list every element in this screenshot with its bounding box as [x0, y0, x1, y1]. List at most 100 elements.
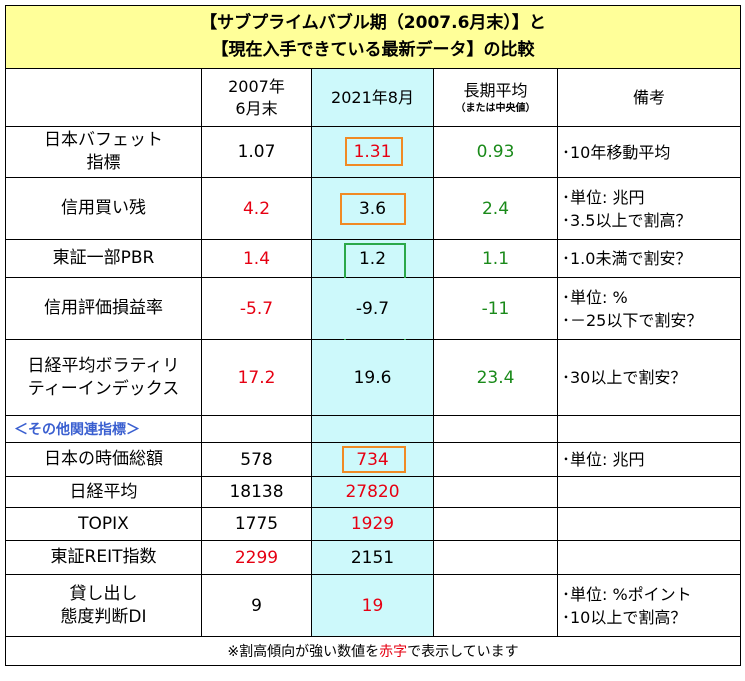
value-2007: 1775 — [201, 507, 312, 541]
row-note: ･単位: % ･－25以下で割安？ — [556, 277, 742, 340]
table-row: 東証REIT指数 2299 2151 — [5, 540, 742, 575]
row-note-line: ･10以上で割高？ — [562, 607, 687, 627]
header-2007: 2007年 6月末 — [201, 68, 312, 127]
header-note-text: 備考 — [633, 87, 666, 107]
row-note-line: ･単位: 兆円 — [562, 187, 645, 207]
row-note: ･単位: 兆円 — [556, 442, 742, 477]
value-2021: -9.7 — [311, 277, 434, 340]
table-row: 日本の時価総額 578 734 ･単位: 兆円 — [5, 442, 742, 477]
footnote-text: で表示しています — [407, 644, 519, 660]
value-2021: 3.6 — [311, 177, 434, 240]
row-note: ･30以上で割安？ — [556, 339, 742, 416]
row-label: 日本の時価総額 — [5, 442, 202, 477]
value-long-term: -11 — [433, 277, 558, 340]
header-long-term-sub: （または中央値） — [455, 102, 536, 114]
header-2021: 2021年8月 — [311, 68, 434, 127]
row-note: ･10年移動平均 — [556, 126, 742, 178]
row-label-line: 態度判断DI — [60, 606, 147, 627]
table-row: 日経平均 18138 27820 — [5, 476, 742, 508]
highlight-orange-box — [345, 137, 403, 166]
value-long-term — [433, 476, 558, 508]
value-2021-text: 1.31 — [353, 142, 392, 162]
row-note-line: ･単位: 兆円 — [562, 450, 645, 469]
row-label: 日経平均ボラティリ ティーインデックス — [5, 339, 202, 416]
value-long-term — [433, 442, 558, 477]
table-row: 信用買い残 4.2 3.6 2.4 ･単位: 兆円 ･3.5以上で割高？ — [5, 177, 742, 240]
value-2007: 9 — [201, 574, 312, 637]
row-label-line: 信用買い残 — [61, 198, 146, 218]
section-label: ＜その他関連指標＞ — [5, 415, 202, 443]
row-label-line: 東証REIT指数 — [50, 547, 157, 567]
title-line-2: 【現在入手できている最新データ】の比較 — [211, 40, 535, 60]
row-label-line: 日経平均ボラティリ — [27, 355, 180, 376]
row-label-line: 指標 — [86, 153, 121, 173]
value-2021: 19 — [311, 574, 434, 637]
empty-cell — [201, 415, 312, 443]
table-row: TOPIX 1775 1929 — [5, 507, 742, 541]
header-label-cell — [5, 68, 202, 127]
value-2007: 1.07 — [201, 126, 312, 178]
value-long-term: 2.4 — [433, 177, 558, 240]
comparison-table: 【サブプライムバブル期（2007.6月末）】と 【現在入手できている最新データ】… — [4, 5, 742, 666]
footer-row: ※割高傾向が強い数値を赤字で表示しています — [4, 636, 742, 666]
row-label-line: ティーインデックス — [27, 378, 180, 399]
row-label-line: 日本バフェット — [44, 130, 163, 150]
value-long-term: 1.1 — [433, 239, 558, 278]
header-2021-text: 2021年8月 — [331, 87, 414, 107]
title-line-1: 【サブプライムバブル期（2007.6月末）】と — [200, 13, 546, 33]
value-2021-text: 734 — [356, 449, 389, 470]
value-2021: 2151 — [311, 540, 434, 575]
value-long-term — [433, 540, 558, 575]
row-label: 信用買い残 — [5, 177, 202, 240]
section-row: ＜その他関連指標＞ — [5, 415, 742, 443]
table-row: 東証一部PBR 1.4 1.2 1.1 ･1.0未満で割安？ — [5, 239, 742, 409]
table-title: 【サブプライムバブル期（2007.6月末）】と 【現在入手できている最新データ】… — [4, 5, 742, 69]
value-2021: 19.6 — [311, 339, 434, 416]
value-2007: 1.4 — [201, 239, 312, 278]
row-label: 日本バフェット 指標 — [5, 126, 202, 178]
empty-cell — [433, 415, 558, 443]
title-row: 【サブプライムバブル期（2007.6月末）】と 【現在入手できている最新データ】… — [4, 5, 742, 69]
row-note: ･単位: 兆円 ･3.5以上で割高？ — [556, 177, 742, 240]
row-label-line: 日経平均 — [69, 481, 138, 502]
row-label-line: 東証一部PBR — [52, 248, 155, 268]
row-note-line: ･単位: %ポイント — [562, 584, 692, 604]
value-2007: 4.2 — [201, 177, 312, 240]
highlight-orange-box — [342, 446, 406, 473]
value-2021-text: 1.2 — [358, 248, 387, 269]
value-2007: 578 — [201, 442, 312, 477]
value-long-term: 23.4 — [433, 339, 558, 416]
row-label: 東証REIT指数 — [5, 540, 202, 575]
row-label: 東証一部PBR — [5, 239, 202, 278]
value-long-term: 0.93 — [433, 126, 558, 178]
row-label: TOPIX — [5, 507, 202, 541]
row-label: 信用評価損益率 — [5, 277, 202, 340]
footnote-red-word: 赤字 — [379, 644, 408, 660]
footnote: ※割高傾向が強い数値を赤字で表示しています — [4, 636, 742, 666]
header-2007-month: 6月末 — [235, 98, 278, 118]
header-2007-year: 2007年 — [228, 76, 285, 96]
value-2021: 1.2 — [311, 239, 434, 409]
row-label-line: 信用評価損益率 — [44, 298, 163, 318]
footnote-text: ※割高傾向が強い数値を — [227, 644, 380, 660]
header-long-term-title: 長期平均 — [463, 80, 528, 100]
table-row: 日本バフェット 指標 1.07 1.31 0.93 ･10年移動平均 — [5, 126, 742, 178]
row-note-line: ･10年移動平均 — [562, 142, 671, 162]
row-note — [556, 476, 742, 508]
value-long-term — [433, 574, 558, 637]
row-note: ･単位: %ポイント ･10以上で割高？ — [556, 574, 742, 637]
header-long-term: 長期平均 （または中央値） — [433, 68, 558, 127]
row-note — [556, 507, 742, 541]
header-note: 備考 — [556, 68, 742, 127]
row-label-line: 貸し出し — [69, 583, 138, 604]
row-note-line: ･1.0未満で割安？ — [562, 249, 692, 268]
row-note-line: ･－25以下で割安？ — [562, 310, 703, 330]
row-label-line: 日本の時価総額 — [44, 449, 163, 469]
row-note: ･1.0未満で割安？ — [556, 239, 742, 278]
table-row: 日経平均ボラティリ ティーインデックス 17.2 19.6 23.4 ･30以上… — [5, 339, 742, 416]
row-label-line: TOPIX — [78, 513, 129, 534]
value-2021: 27820 — [311, 476, 434, 508]
empty-cell — [556, 415, 742, 443]
highlight-orange-box — [340, 193, 406, 225]
